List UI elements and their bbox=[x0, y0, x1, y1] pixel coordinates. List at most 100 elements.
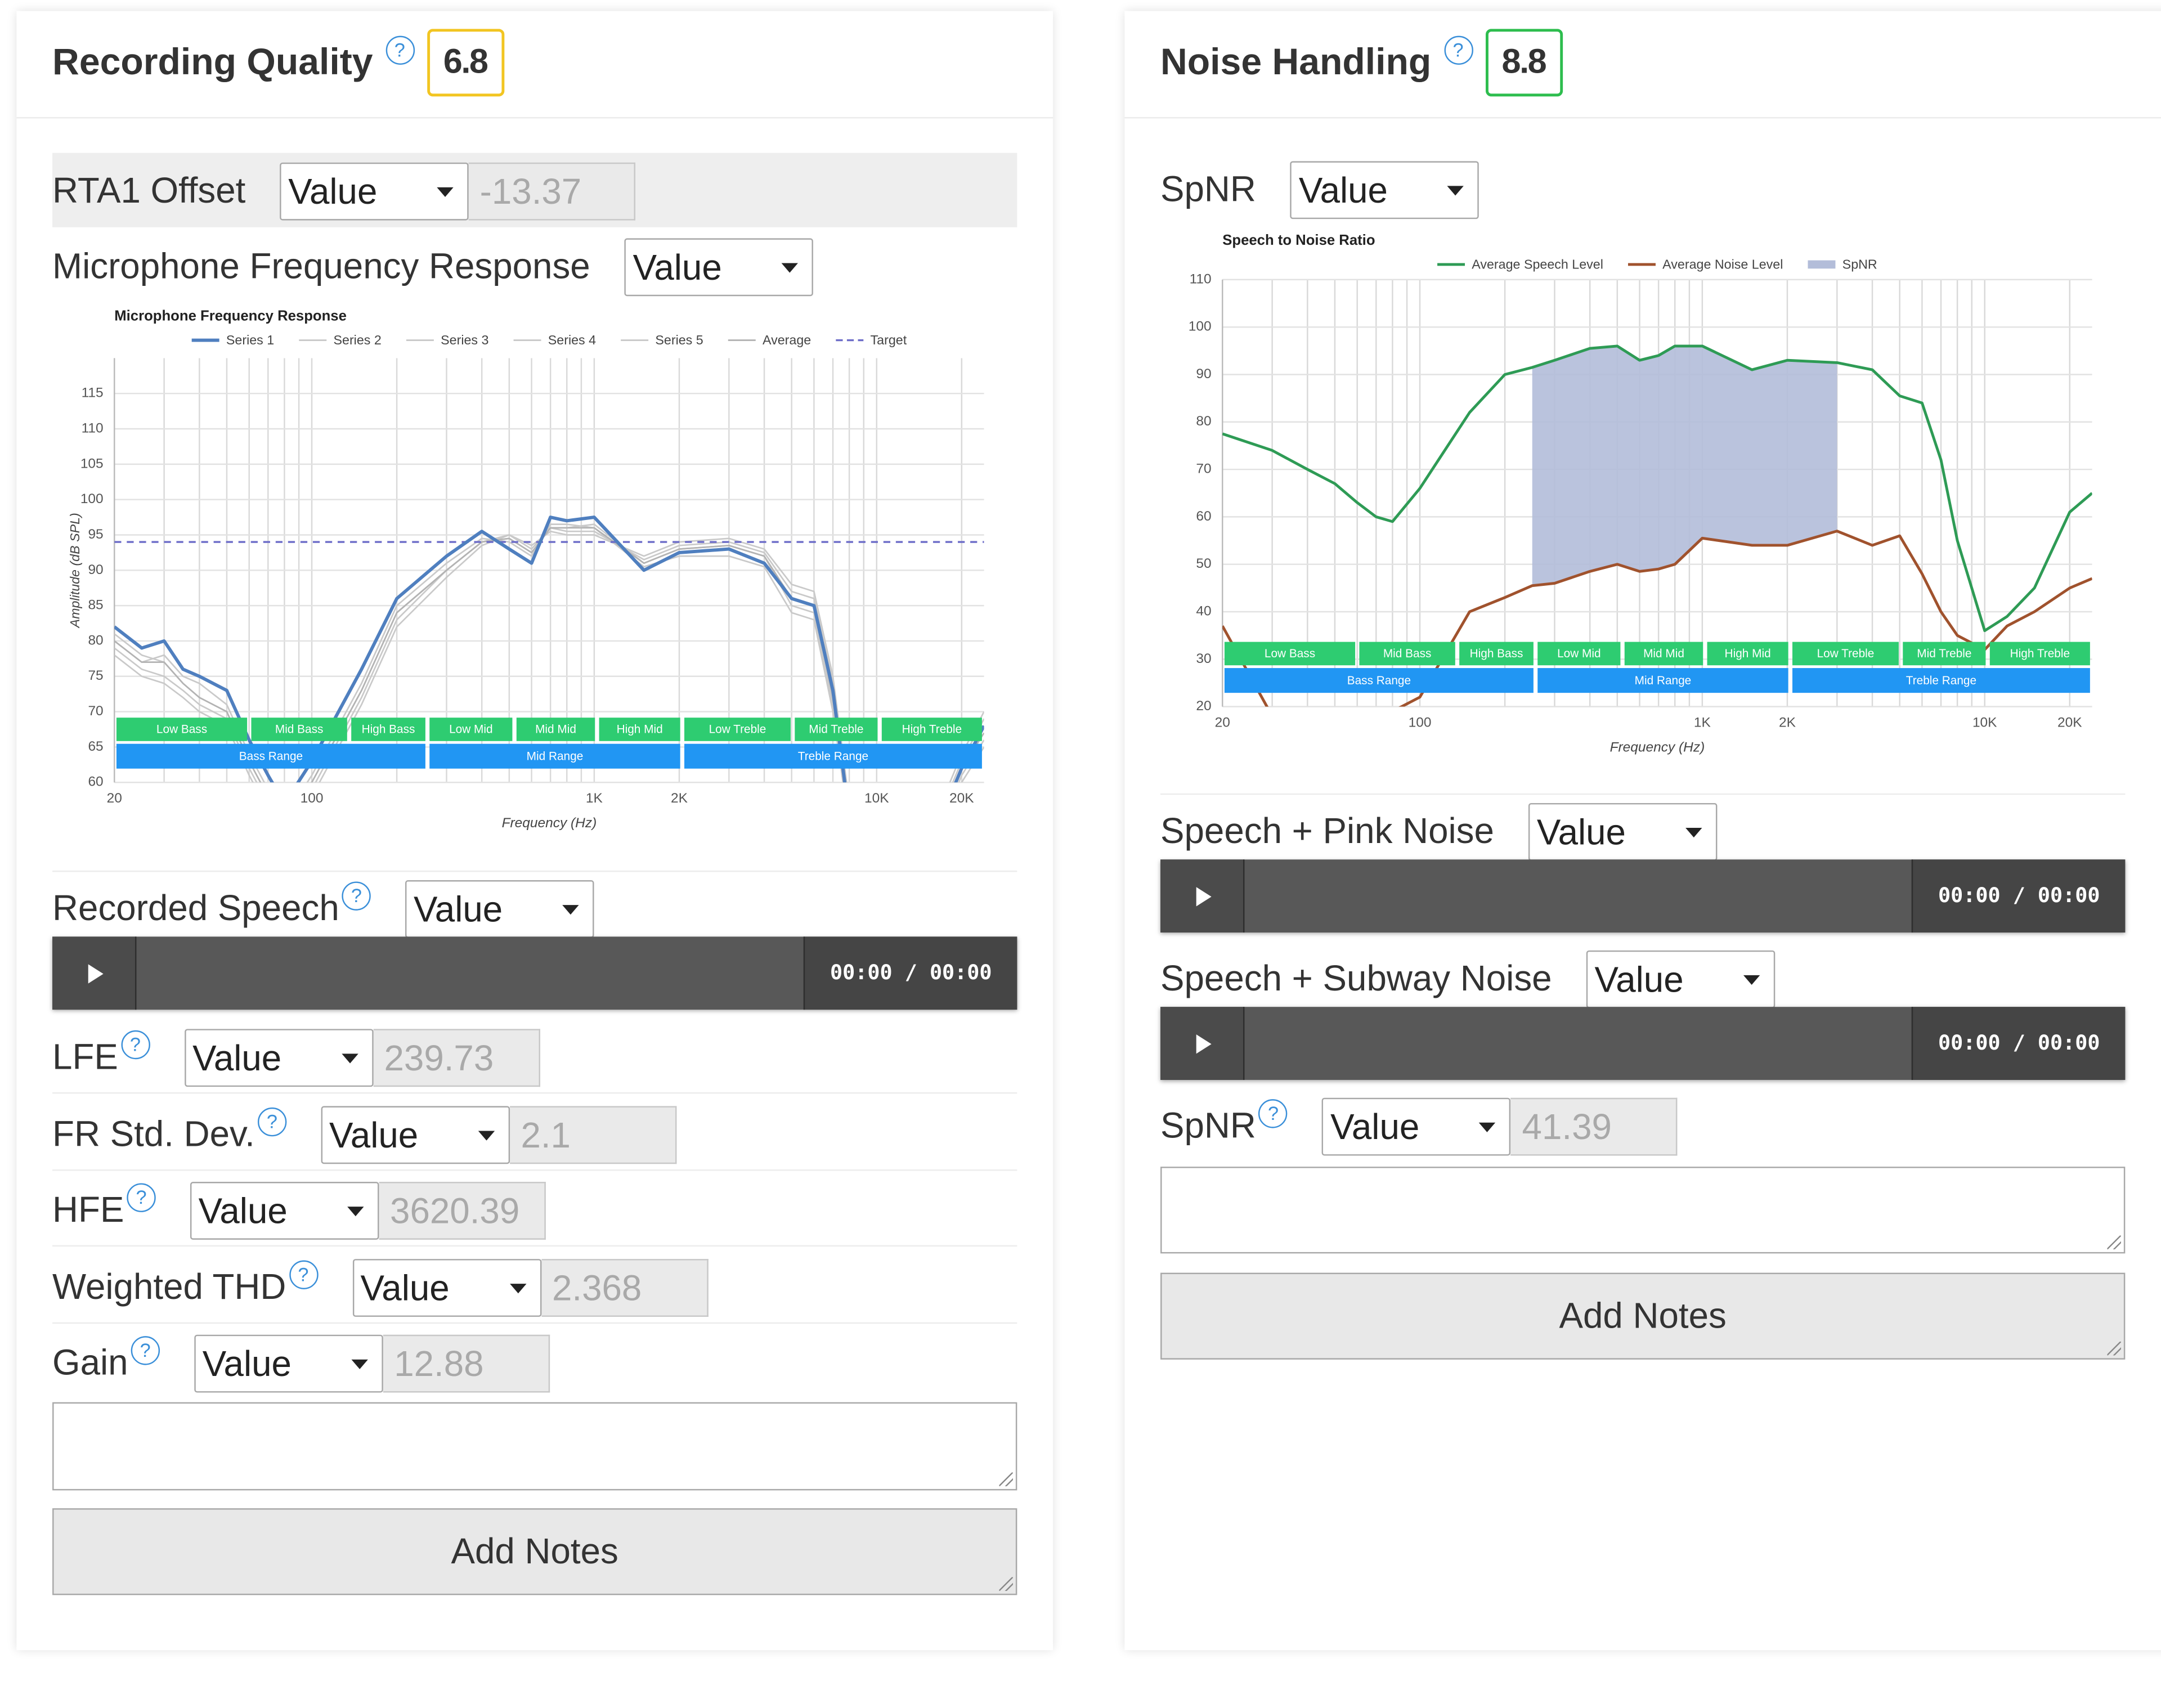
band-label: Mid Range bbox=[1635, 674, 1692, 687]
legend-swatch bbox=[1808, 260, 1836, 269]
help-icon[interactable]: ? bbox=[127, 1183, 156, 1212]
select[interactable]: Value bbox=[1528, 802, 1718, 860]
band-label: High Mid bbox=[617, 723, 663, 736]
legend: Series 1 Series 2 Series 3 Series 4 Series 5… bbox=[191, 333, 907, 347]
value-field: 239.73 bbox=[373, 1028, 540, 1086]
notes-textarea[interactable] bbox=[1160, 1167, 2126, 1254]
band-label: Low Mid bbox=[449, 723, 492, 736]
select[interactable]: Value bbox=[1322, 1097, 1511, 1155]
band bbox=[1224, 642, 1356, 666]
band bbox=[429, 718, 513, 741]
divider bbox=[52, 1245, 1017, 1247]
select[interactable]: Value bbox=[405, 879, 594, 938]
add-notes-button[interactable]: Add Notes bbox=[1160, 1272, 2126, 1360]
label: Weighted THD bbox=[52, 1266, 286, 1307]
rta-row: RTA1 Offset Value -13.37 bbox=[52, 161, 636, 220]
help-icon[interactable]: ? bbox=[342, 881, 371, 911]
band-label: High Treble bbox=[902, 723, 962, 736]
audio-row: Speech + Subway Noise Value bbox=[1160, 949, 1776, 1008]
header: Noise Handling ? 8.8 bbox=[1160, 28, 1562, 98]
y-tick-label: 60 bbox=[1196, 509, 1211, 524]
select[interactable]: Value bbox=[1586, 949, 1776, 1008]
x-tick-label: 2K bbox=[671, 791, 688, 806]
plot-area bbox=[114, 515, 984, 783]
spnr-chart: Speech to Noise Ratio Frequency (Hz) 20 30 4… bbox=[1189, 232, 2092, 755]
band-label: Mid Mid bbox=[1643, 647, 1684, 660]
metric-row: Weighted THD? Value 2.368 bbox=[52, 1258, 708, 1317]
help-icon[interactable]: ? bbox=[289, 1260, 318, 1289]
x-tick-label: 1K bbox=[586, 791, 603, 806]
spnr-select-row: SpNR Value bbox=[1160, 160, 1479, 219]
button-label: Add Notes bbox=[451, 1530, 618, 1572]
label: RTA1 Offset bbox=[52, 169, 246, 211]
select[interactable]: Value bbox=[624, 237, 814, 296]
value-field: 12.88 bbox=[383, 1334, 550, 1392]
help-icon[interactable]: ? bbox=[385, 35, 415, 65]
header-divider bbox=[1124, 117, 2161, 119]
band-label: Bass Range bbox=[1347, 674, 1411, 687]
legend-item: Series 2 bbox=[299, 333, 382, 347]
x-tick-label: 10K bbox=[864, 791, 889, 806]
metric-row: LFE? Value 239.73 bbox=[52, 1028, 540, 1087]
play-button[interactable] bbox=[1160, 1007, 1245, 1080]
band-label: Mid Treble bbox=[809, 723, 863, 736]
audio-row: Speech + Pink Noise Value bbox=[1160, 802, 1718, 861]
notes-textarea[interactable] bbox=[52, 1402, 1017, 1491]
help-icon[interactable]: ? bbox=[1443, 35, 1473, 65]
legend-label: Average Speech Level bbox=[1472, 257, 1603, 271]
score: 8.8 bbox=[1485, 29, 1562, 97]
audio-player: 00:00 / 00:00 bbox=[1160, 1007, 2126, 1080]
play-button[interactable] bbox=[1160, 859, 1245, 933]
y-tick-label: 90 bbox=[88, 562, 103, 577]
y-tick-label: 80 bbox=[88, 633, 103, 648]
spnr-row: SpNR ? Value 41.39 bbox=[1160, 1096, 1678, 1155]
chart-title: Microphone Frequency Response bbox=[114, 308, 347, 324]
select[interactable]: Value bbox=[352, 1258, 541, 1316]
x-axis-label: Frequency (Hz) bbox=[502, 815, 597, 831]
help-icon[interactable]: ? bbox=[1258, 1099, 1288, 1128]
y-tick-label: 110 bbox=[82, 420, 104, 436]
value-field: 2.1 bbox=[509, 1105, 677, 1163]
play-button[interactable] bbox=[52, 936, 137, 1010]
header-divider bbox=[16, 117, 1053, 119]
select[interactable]: Value bbox=[184, 1028, 373, 1086]
series-line bbox=[114, 515, 984, 783]
metric-row: Gain? Value 12.88 bbox=[52, 1333, 550, 1392]
help-icon[interactable]: ? bbox=[257, 1107, 287, 1137]
select[interactable]: Value bbox=[194, 1334, 383, 1392]
y-tick-label: 105 bbox=[80, 456, 104, 471]
band bbox=[684, 743, 982, 769]
resize-grip bbox=[2107, 1235, 2121, 1249]
legend-label: Target bbox=[871, 333, 907, 347]
help-icon[interactable]: ? bbox=[131, 1336, 160, 1365]
select[interactable]: Value bbox=[1290, 160, 1479, 218]
x-tick-label: 2K bbox=[1779, 715, 1796, 730]
series-line bbox=[114, 527, 984, 783]
value-field: 2.368 bbox=[541, 1258, 708, 1316]
legend-item: Series 4 bbox=[513, 333, 596, 347]
select[interactable]: Value bbox=[190, 1181, 379, 1239]
legend-item: Series 1 bbox=[191, 333, 274, 347]
select[interactable]: Value bbox=[280, 162, 469, 220]
series-line bbox=[114, 530, 984, 783]
add-notes-button[interactable]: Add Notes bbox=[52, 1508, 1017, 1595]
band bbox=[116, 718, 248, 741]
band-label: Bass Range bbox=[239, 750, 303, 763]
band bbox=[1624, 642, 1703, 666]
band-label: Low Bass bbox=[156, 723, 207, 736]
x-tick-label: 20 bbox=[1215, 715, 1230, 730]
legend-label: Series 2 bbox=[334, 333, 382, 347]
x-tick-label: 100 bbox=[1409, 715, 1432, 730]
band bbox=[1903, 642, 1986, 666]
band bbox=[1537, 642, 1621, 666]
y-tick-label: 95 bbox=[88, 527, 103, 542]
legend-label: Series 4 bbox=[548, 333, 596, 347]
legend-item: Series 3 bbox=[406, 333, 488, 347]
help-icon[interactable]: ? bbox=[120, 1030, 150, 1060]
series-line bbox=[114, 523, 984, 783]
y-tick-label: 50 bbox=[1196, 556, 1211, 571]
select[interactable]: Value bbox=[321, 1105, 510, 1163]
divider bbox=[1160, 793, 2126, 795]
